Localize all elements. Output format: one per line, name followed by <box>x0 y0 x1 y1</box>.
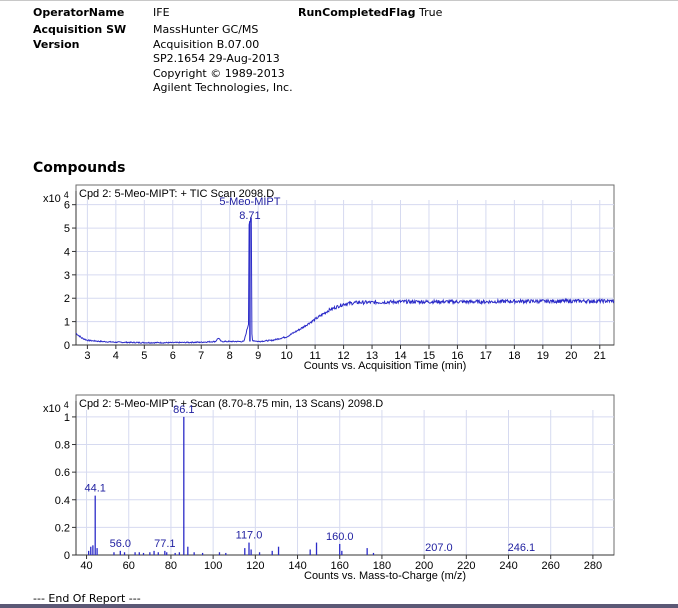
x-tick-label: 5 <box>141 350 147 362</box>
x-tick-label: 140 <box>288 560 306 572</box>
y-multiplier: x10 4 <box>43 190 69 205</box>
x-axis-label: Counts vs. Acquisition Time (min) <box>304 360 467 372</box>
x-tick-label: 200 <box>415 560 433 572</box>
chart-title: Cpd 2: 5-Meo-MIPT: + Scan (8.70-8.75 min… <box>79 398 383 410</box>
acquisition-sw-line: Agilent Technologies, Inc. <box>153 81 293 94</box>
x-tick-label: 14 <box>394 350 406 362</box>
y-tick-label: 0.2 <box>55 522 70 534</box>
y-tick-label: 0.6 <box>55 467 70 479</box>
mz-peak-label: 246.1 <box>508 542 536 554</box>
peak-name-label: 5-Meo-MIPT <box>219 196 280 208</box>
y-tick-label: 0.8 <box>55 440 70 452</box>
acquisition-sw-label: Acquisition SW Version <box>33 23 143 52</box>
x-tick-label: 120 <box>246 560 264 572</box>
x-tick-label: 12 <box>337 350 349 362</box>
end-of-report: --- End Of Report --- <box>33 592 141 605</box>
x-tick-label: 15 <box>423 350 435 362</box>
y-multiplier: x10 4 <box>43 400 69 415</box>
acquisition-sw-label-line1: Acquisition SW <box>33 23 127 36</box>
operator-name-value: IFE <box>153 6 170 19</box>
x-tick-label: 19 <box>537 350 549 362</box>
top-divider <box>0 0 678 1</box>
mz-peak-label: 160.0 <box>326 531 354 543</box>
run-completed-label: RunCompletedFlag <box>298 6 416 19</box>
y-tick-label: 1 <box>64 317 70 329</box>
x-tick-label: 160 <box>331 560 349 572</box>
x-tick-label: 60 <box>123 560 135 572</box>
mz-peak-label: 56.0 <box>110 538 131 550</box>
x-tick-label: 13 <box>366 350 378 362</box>
x-tick-label: 8 <box>227 350 233 362</box>
x-tick-label: 16 <box>451 350 463 362</box>
x-tick-label: 280 <box>584 560 602 572</box>
x-axis-label: Counts vs. Mass-to-Charge (m/z) <box>304 570 466 582</box>
x-tick-label: 80 <box>165 560 177 572</box>
mz-peak-label: 117.0 <box>236 530 263 542</box>
x-tick-label: 4 <box>113 350 119 362</box>
y-tick-label: 3 <box>64 270 70 282</box>
x-tick-label: 11 <box>309 350 320 362</box>
mass-spectrum-chart: 40 60 80 100 120 140 160 180 200 220 240 260 280 0 0.2… <box>43 394 615 582</box>
mz-peak-label: 44.1 <box>84 483 105 495</box>
mz-peak-label: 86.1 <box>173 404 194 416</box>
peak-time-label: 8.71 <box>239 210 260 222</box>
y-tick-label: 5 <box>64 223 70 235</box>
x-tick-label: 180 <box>373 560 391 572</box>
acquisition-sw-line: MassHunter GC/MS <box>153 23 259 36</box>
chart-frame <box>75 394 615 556</box>
chart-frame <box>75 184 615 346</box>
x-tick-label: 17 <box>480 350 492 362</box>
y-tick-label: 0 <box>64 340 70 352</box>
x-tick-label: 7 <box>198 350 204 362</box>
mz-peak-label: 77.1 <box>154 538 175 550</box>
x-tick-label: 21 <box>594 350 606 362</box>
compounds-section-title: Compounds <box>33 160 126 176</box>
x-tick-label: 9 <box>255 350 261 362</box>
x-tick-label: 260 <box>542 560 560 572</box>
run-completed-value: True <box>419 6 443 19</box>
x-tick-label: 18 <box>508 350 520 362</box>
x-tick-label: 3 <box>84 350 90 362</box>
chart-title: Cpd 2: 5-Meo-MIPT: + TIC Scan 2098.D <box>79 188 274 200</box>
tic-trace <box>75 216 615 344</box>
acquisition-sw-line: SP2.1654 29-Aug-2013 <box>153 52 280 65</box>
mz-peak-label: 207.0 <box>425 542 453 554</box>
tic-chromatogram-chart: 3 4 5 6 7 8 9 10 11 12 13 14 15 16 17 18 19 20 210123456Cp… <box>43 184 615 372</box>
y-tick-label: 2 <box>64 293 70 305</box>
y-tick-label: 6 <box>64 200 70 212</box>
acquisition-sw-line: Copyright © 1989-2013 <box>153 66 285 80</box>
x-tick-label: 20 <box>565 350 577 362</box>
y-tick-label: 1 <box>64 412 70 424</box>
x-tick-label: 6 <box>170 350 176 362</box>
window-bottom-bar <box>0 604 678 608</box>
acquisition-sw-label-line2: Version <box>33 37 80 51</box>
x-tick-label: 40 <box>80 560 92 572</box>
y-tick-label: 0.4 <box>55 495 70 507</box>
x-tick-label: 100 <box>204 560 222 572</box>
acquisition-sw-value: MassHunter GC/MS Acquisition B.07.00 SP2… <box>153 23 293 96</box>
acquisition-sw-line: Acquisition B.07.00 <box>153 37 260 51</box>
x-tick-label: 10 <box>281 350 293 362</box>
x-tick-label: 240 <box>499 560 517 572</box>
y-tick-label: 4 <box>64 246 70 258</box>
operator-name-label: OperatorName <box>33 6 125 19</box>
y-tick-label: 0 <box>64 550 70 562</box>
x-tick-label: 220 <box>457 560 475 572</box>
